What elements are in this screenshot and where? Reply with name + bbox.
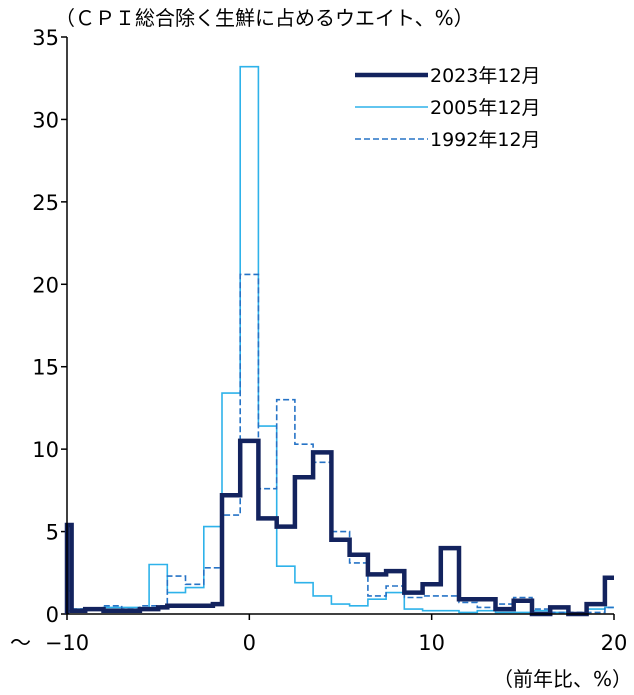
- series-line-3: [67, 274, 614, 614]
- x-tick-label: 0: [243, 631, 256, 655]
- legend-label-1: 2023年12月: [430, 65, 541, 87]
- x-tick-label: 10: [418, 631, 445, 655]
- y-tick-label: 20: [32, 273, 59, 297]
- y-tick-label: 35: [32, 26, 59, 50]
- x-axis-unit-label: （前年比、%）: [493, 667, 632, 691]
- y-axis-unit-label: （ＣＰＩ総合除く生鮮に占めるウエイト、%）: [55, 6, 474, 30]
- legend: 2023年12月 2005年12月 1992年12月: [355, 65, 541, 151]
- y-axis: 0 5 10 15 20 25 30 35: [32, 26, 67, 627]
- legend-label-2: 2005年12月: [430, 97, 541, 119]
- legend-label-3: 1992年12月: [430, 129, 541, 151]
- y-tick-label: 0: [46, 603, 59, 627]
- x-axis: −10 0 10 20: [45, 614, 628, 655]
- y-tick-label: 5: [46, 521, 59, 545]
- x-axis-lower-bound-marker: ～: [10, 631, 31, 655]
- x-tick-label: 20: [601, 631, 628, 655]
- y-tick-label: 25: [32, 191, 59, 215]
- y-tick-label: 30: [32, 108, 59, 132]
- x-tick-label: −10: [45, 631, 89, 655]
- y-tick-label: 10: [32, 438, 59, 462]
- y-tick-label: 15: [32, 356, 59, 380]
